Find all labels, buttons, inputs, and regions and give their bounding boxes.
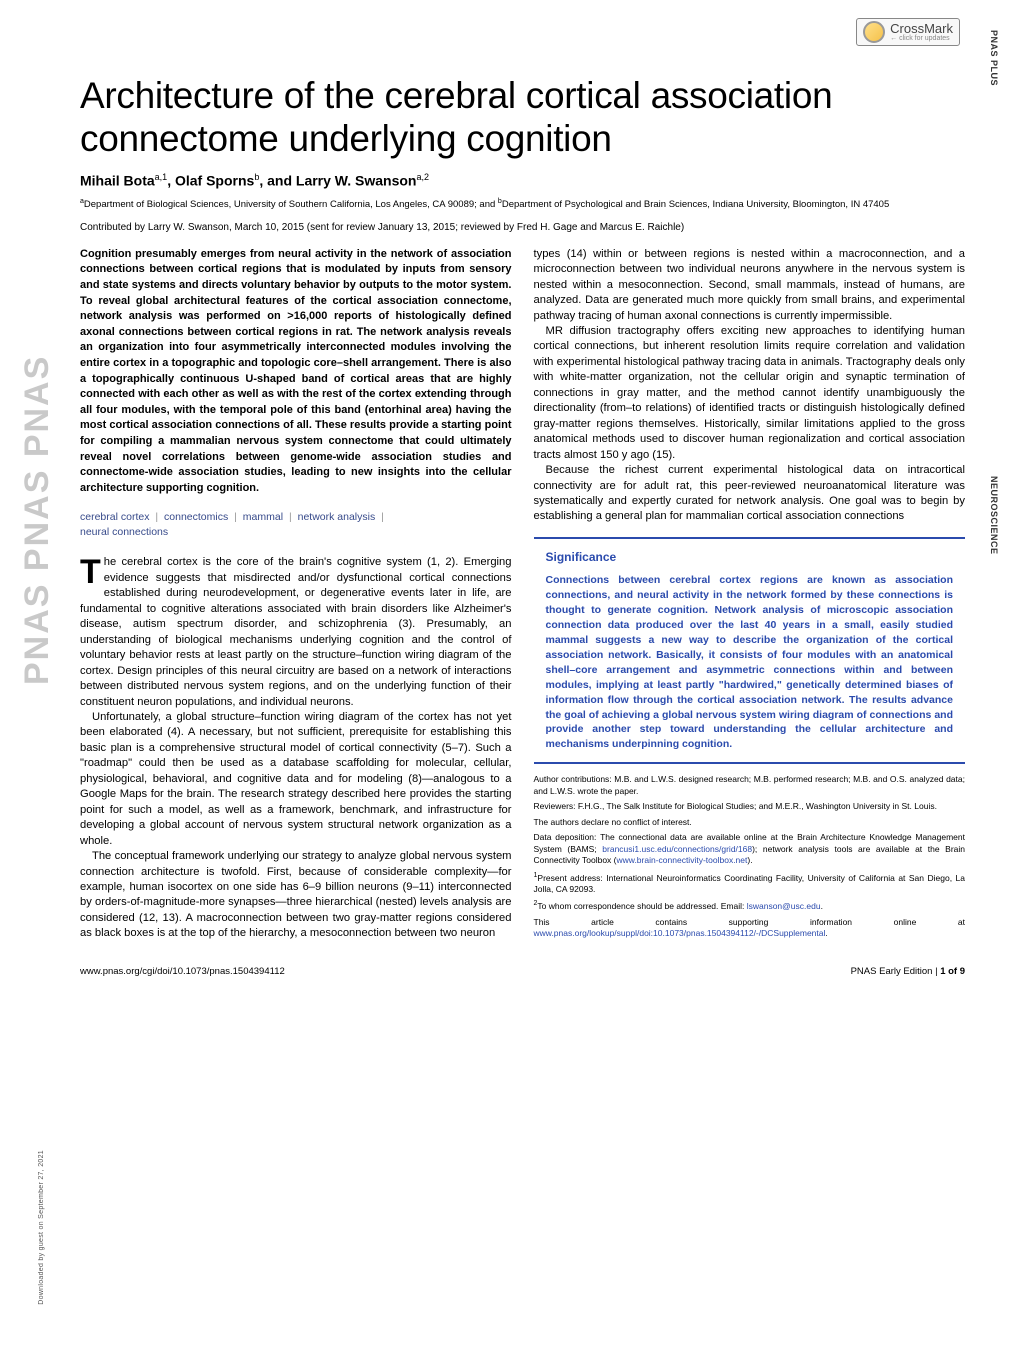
kw-sep: | xyxy=(378,511,384,523)
note-reviewers: Reviewers: F.H.G., The Salk Institute fo… xyxy=(534,801,966,812)
column-left: Cognition presumably emerges from neural… xyxy=(80,247,512,944)
kw-sep: | xyxy=(231,511,240,523)
supp-post: . xyxy=(825,928,827,938)
body-p3: The conceptual framework underlying our … xyxy=(80,849,512,942)
crossmark-sub: ← click for updates xyxy=(890,35,953,42)
author-1-sup: a,1 xyxy=(155,172,168,182)
body-p5: MR diffusion tractography offers excitin… xyxy=(534,324,966,463)
note-supporting-info: This article contains supporting informa… xyxy=(534,917,966,940)
note1-text: Present address: International Neuroinfo… xyxy=(534,872,966,893)
kw-2: mammal xyxy=(243,511,283,523)
footer-doi: www.pnas.org/cgi/doi/10.1073/pnas.150439… xyxy=(80,966,285,977)
author-3: , and Larry W. Swanson xyxy=(259,173,416,189)
column-right: types (14) within or between regions is … xyxy=(534,247,966,944)
aff-b-text: Department of Psychological and Brain Sc… xyxy=(502,199,889,210)
author-1: Mihail Bota xyxy=(80,173,155,189)
kw-3: network analysis xyxy=(298,511,376,523)
body-p4: types (14) within or between regions is … xyxy=(534,247,966,324)
author-2: , Olaf Sporns xyxy=(167,173,254,189)
abstract: Cognition presumably emerges from neural… xyxy=(80,247,512,497)
contributed-line: Contributed by Larry W. Swanson, March 1… xyxy=(80,222,965,233)
footnotes: Author contributions: M.B. and L.W.S. de… xyxy=(534,774,966,939)
body-p6: Because the richest current experimental… xyxy=(534,463,966,525)
tab-pnas-plus: PNAS PLUS xyxy=(986,20,1002,96)
footer-edition: PNAS Early Edition xyxy=(851,966,933,977)
note2-post: . xyxy=(821,901,823,911)
kw-4: neural connections xyxy=(80,526,168,538)
downloaded-note: Downloaded by guest on September 27, 202… xyxy=(38,1150,45,1305)
note-author-contrib: Author contributions: M.B. and L.W.S. de… xyxy=(534,774,966,797)
note-data-deposition: Data deposition: The connectional data a… xyxy=(534,832,966,866)
authors: Mihail Botaa,1, Olaf Spornsb, and Larry … xyxy=(80,172,965,189)
columns: Cognition presumably emerges from neural… xyxy=(80,247,965,944)
crossmark-badge[interactable]: CrossMark ← click for updates xyxy=(856,18,960,46)
author-3-sup: a,2 xyxy=(416,172,429,182)
aff-a-text: Department of Biological Sciences, Unive… xyxy=(84,199,498,210)
page: PNAS PNAS PNAS Downloaded by guest on Se… xyxy=(0,0,1020,1365)
footer-page: 1 of 9 xyxy=(940,966,965,977)
supp-pre: This article contains supporting informa… xyxy=(534,917,966,927)
footer: www.pnas.org/cgi/doi/10.1073/pnas.150439… xyxy=(80,966,965,977)
crossmark-text: CrossMark ← click for updates xyxy=(890,22,953,42)
significance-body: Connections between cerebral cortex regi… xyxy=(546,573,954,752)
crossmark-main: CrossMark xyxy=(890,22,953,35)
note-present-address: 1Present address: International Neuroinf… xyxy=(534,871,966,896)
kw-sep: | xyxy=(152,511,161,523)
note-correspondence: 2To whom correspondence should be addres… xyxy=(534,899,966,912)
link-supplemental[interactable]: www.pnas.org/lookup/suppl/doi:10.1073/pn… xyxy=(534,928,826,938)
body-p1: The cerebral cortex is the core of the b… xyxy=(80,555,512,710)
note-data-post: ). xyxy=(747,855,752,865)
footer-page-info: PNAS Early Edition | 1 of 9 xyxy=(851,966,965,977)
right-tabs: PNAS PLUS NEUROSCIENCE xyxy=(986,20,1008,573)
crossmark-icon xyxy=(863,21,885,43)
note2-pre: To whom correspondence should be address… xyxy=(537,901,746,911)
affiliations: aDepartment of Biological Sciences, Univ… xyxy=(80,197,965,212)
significance-box: Significance Connections between cerebra… xyxy=(534,537,966,764)
body-p2: Unfortunately, a global structure–functi… xyxy=(80,710,512,849)
kw-sep: | xyxy=(286,511,295,523)
note-conflict: The authors declare no conflict of inter… xyxy=(534,817,966,828)
pnas-sidebar-text: PNAS PNAS PNAS xyxy=(18,120,58,920)
link-email[interactable]: lswanson@usc.edu xyxy=(747,901,821,911)
kw-0: cerebral cortex xyxy=(80,511,149,523)
link-bct[interactable]: www.brain-connectivity-toolbox.net xyxy=(617,855,748,865)
article-title: Architecture of the cerebral cortical as… xyxy=(80,75,965,160)
tab-neuroscience: NEUROSCIENCE xyxy=(986,466,1002,565)
keywords: cerebral cortex | connectomics | mammal … xyxy=(80,510,512,539)
significance-title: Significance xyxy=(546,549,954,566)
kw-1: connectomics xyxy=(164,511,228,523)
link-bams[interactable]: brancusi1.usc.edu/connections/grid/168 xyxy=(602,844,752,854)
